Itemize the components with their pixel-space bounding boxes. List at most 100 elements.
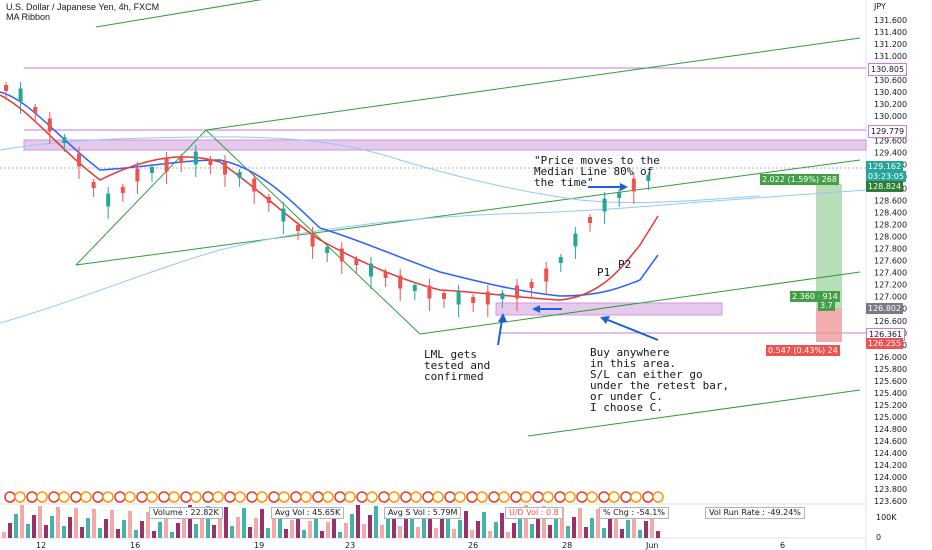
price-axis-label: 129.400 <box>874 148 907 157</box>
volume-bar <box>440 519 444 538</box>
time-axis-label: Jun <box>645 541 659 550</box>
candle-body <box>646 175 651 181</box>
quote-line-3: the time" <box>534 176 594 189</box>
tag-level-d: 126.255 <box>866 338 904 349</box>
mid-label[interactable]: 2.360 · 914 <box>790 291 840 302</box>
volume-bar <box>326 522 330 538</box>
volume-bar <box>362 524 366 538</box>
volume-stat: Volume : 22.82K <box>149 507 223 519</box>
buy-line-4: under the retest bar, <box>590 379 729 392</box>
volume-bar <box>344 523 348 538</box>
candle-body <box>485 291 490 305</box>
volume-bar <box>80 527 84 538</box>
volume-bar <box>488 531 492 538</box>
candle-body <box>237 172 242 178</box>
time-axis-label: 16 <box>130 541 140 550</box>
event-marker <box>80 491 92 503</box>
event-marker <box>36 491 48 503</box>
volume-bar <box>464 511 468 538</box>
tag-current: 129.162 <box>866 161 904 172</box>
volume-bar <box>614 510 618 538</box>
volume-bar <box>578 508 582 538</box>
tag-top: 130.805 <box>868 63 908 76</box>
event-marker <box>322 491 334 503</box>
volume-bar <box>392 507 396 538</box>
price-axis-label: 127.800 <box>874 245 907 254</box>
event-marker <box>598 491 610 503</box>
volume-bar <box>14 514 18 538</box>
time-axis: 12 16 19 23 26 28 Jun 6 <box>36 541 785 550</box>
candle-body <box>602 198 607 212</box>
buy-zone <box>495 302 723 316</box>
event-marker <box>444 491 456 503</box>
volume-bar <box>146 512 150 538</box>
volume-bar <box>620 529 624 538</box>
volume-bar <box>554 516 558 538</box>
supply-zone <box>23 139 867 151</box>
price-axis-label: 128.000 <box>874 233 907 242</box>
price-axis-label: 129.600 <box>874 136 907 145</box>
event-marker <box>136 491 148 503</box>
event-marker <box>256 491 268 503</box>
volume-bar <box>314 512 318 538</box>
volume-bar <box>296 511 300 538</box>
volume-bar <box>104 519 108 538</box>
event-marker <box>652 491 664 503</box>
volume-bar <box>290 520 294 538</box>
tag-zone-top: 129.779 <box>868 125 908 138</box>
event-marker <box>4 491 16 503</box>
volume-bar <box>230 526 234 538</box>
volume-bar <box>596 509 600 538</box>
candle-body <box>500 293 505 299</box>
target-label[interactable]: 2.022 (1.59%) 268 <box>760 174 839 185</box>
event-marker <box>234 491 246 503</box>
volume-bar <box>632 511 636 538</box>
volume-bar <box>164 513 168 538</box>
buy-line-5: or under C. <box>590 390 663 403</box>
stop-label[interactable]: 0.547 (0.43%) 24 <box>766 345 840 356</box>
indicator-title[interactable]: MA Ribbon <box>6 12 51 22</box>
tag-countdown: 03:23:05 <box>866 171 906 182</box>
event-marker <box>168 491 180 503</box>
symbol-title[interactable]: U.S. Dollar / Japanese Yen, 4h, FXCM <box>6 2 160 12</box>
volume-bar <box>200 515 204 538</box>
volume-bar <box>128 511 132 538</box>
volume-bar <box>38 506 42 538</box>
volume-bar <box>2 532 6 538</box>
event-marker <box>476 491 488 503</box>
event-marker <box>190 491 202 503</box>
chart-header: U.S. Dollar / Japanese Yen, 4h, FXCM MA … <box>6 2 159 22</box>
candle-body <box>573 233 578 247</box>
volume-bar <box>188 505 192 538</box>
volume-bar <box>170 532 174 538</box>
volume-bar <box>446 510 450 538</box>
volume-bar <box>584 527 588 538</box>
time-axis-label: 12 <box>36 541 46 550</box>
volume-bar <box>278 510 282 538</box>
candle-body <box>150 167 154 173</box>
price-axis-label: 124.600 <box>874 437 907 446</box>
volume-bar <box>518 514 522 538</box>
volume-bar <box>410 508 414 538</box>
ma-long-line <box>0 189 867 324</box>
event-marker <box>146 491 158 503</box>
volume-bar <box>86 518 90 538</box>
candle-body <box>208 159 213 165</box>
volume-bar <box>566 526 570 538</box>
volume-bar <box>470 530 474 538</box>
price-axis-label: 125.800 <box>874 365 907 374</box>
volume-bar <box>530 524 534 538</box>
candle-body <box>427 285 432 299</box>
volume-bar <box>560 507 564 538</box>
time-axis-label: 19 <box>254 541 264 550</box>
candle-body <box>193 151 198 165</box>
buy-line-1: Buy anywhere <box>590 346 669 359</box>
volume-bar <box>548 525 552 538</box>
candle-body <box>383 272 388 278</box>
volume-bar <box>404 517 408 538</box>
volume-bar <box>656 531 660 538</box>
candle-body <box>471 297 476 303</box>
tag-level-b: 126.802 <box>866 303 904 314</box>
event-marker <box>642 491 654 503</box>
